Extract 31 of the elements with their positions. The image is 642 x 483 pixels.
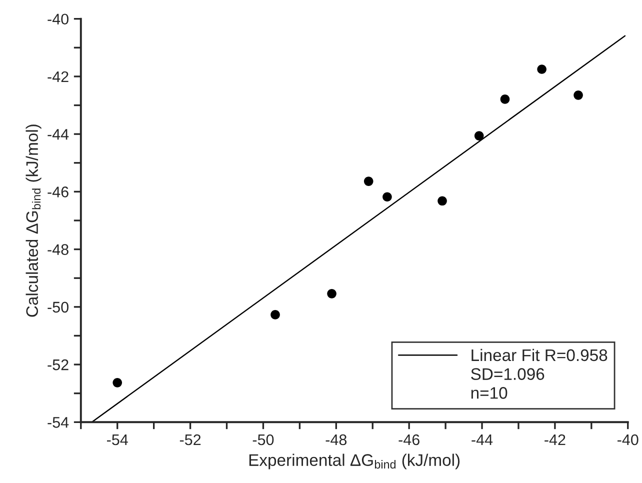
point <box>500 94 510 104</box>
y-tick-label: -44 <box>48 129 69 140</box>
point <box>474 131 484 140</box>
y-axis-title: Calculated ΔG$_{bind}$ (kJ/mol) <box>26 124 42 317</box>
y-tick-label: -46 <box>48 186 68 198</box>
point <box>382 192 392 202</box>
x-tick-label: -48 <box>326 434 347 446</box>
x-tick-label: -46 <box>398 434 420 446</box>
x-tick-label: -42 <box>544 434 566 446</box>
y-tick-label: -50 <box>48 302 68 313</box>
annotation: SD=1.096 <box>471 368 544 380</box>
x-axis-title: Experimental ΔG$_{bind}$ (kJ/mol) <box>249 454 460 470</box>
y-tick-label: -52 <box>48 359 68 370</box>
y-tick-label: -48 <box>48 244 68 255</box>
point <box>438 196 447 206</box>
x-tick-label: -50 <box>252 434 274 446</box>
x-tick-label: -40 <box>618 434 638 446</box>
point <box>574 90 583 100</box>
x-tick-label: -44 <box>472 434 493 446</box>
point <box>112 378 122 388</box>
x-tick-label: -54 <box>106 434 128 446</box>
legend-label: Linear Fit R=0.958 <box>472 348 608 362</box>
y-tick-label: -42 <box>48 71 68 82</box>
annotation: n=10 <box>471 387 508 399</box>
x-tick-label: -52 <box>180 434 201 446</box>
point <box>537 64 546 74</box>
y-tick-label: -54 <box>48 417 69 428</box>
point <box>270 310 280 320</box>
point <box>364 176 374 186</box>
y-tick-label: -40 <box>48 14 68 25</box>
point <box>327 289 336 298</box>
